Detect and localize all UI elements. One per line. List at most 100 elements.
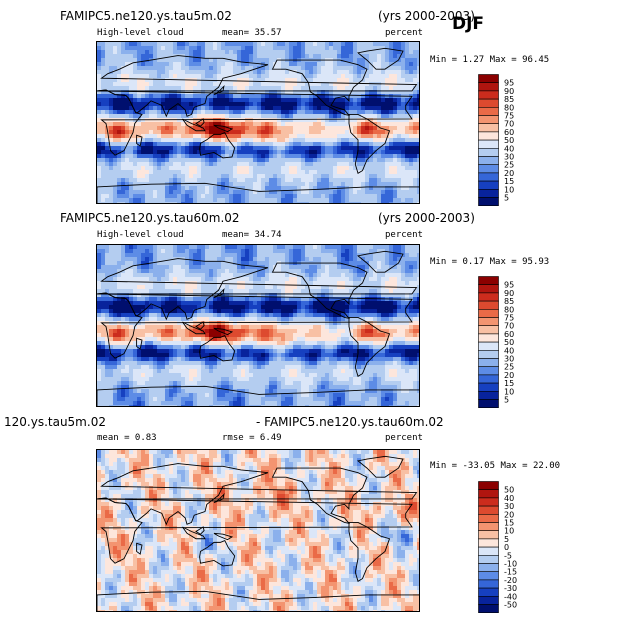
- colorbar-swatch: [478, 197, 499, 206]
- colorbar-swatch: [478, 333, 499, 343]
- coastline: [213, 287, 225, 298]
- coastline: [136, 134, 143, 147]
- coastline: [213, 124, 234, 133]
- colorbar-tick-label: 10: [504, 185, 514, 194]
- coastline: [271, 467, 368, 525]
- colorbar-swatch: [478, 563, 499, 572]
- colorbar-tick-label: 0: [504, 543, 509, 552]
- colorbar-swatch: [478, 505, 499, 515]
- colorbar-swatch: [478, 481, 499, 490]
- map-svg: [97, 450, 419, 611]
- colorbar-tick-label: 30: [504, 355, 514, 364]
- coastline: [182, 118, 206, 132]
- panel2-minmax: Min = 0.17 Max = 95.93: [430, 257, 550, 267]
- colorbar-tick-label: -30: [504, 584, 517, 593]
- colorbar-swatch: [478, 90, 499, 100]
- colorbar-swatch: [478, 530, 499, 540]
- colorbar-tick-label: 40: [504, 494, 514, 503]
- colorbar-tick-label: 75: [504, 112, 514, 121]
- colorbar-tick-label: 25: [504, 161, 514, 170]
- colorbar-swatch: [478, 131, 499, 141]
- colorbar-tick-label: 95: [504, 79, 514, 88]
- colorbar-tick-label: 40: [504, 144, 514, 153]
- coastline: [97, 89, 413, 156]
- coastline: [199, 539, 236, 567]
- panel2-title: FAMIPC5.ne120.ys.tau60m.02: [60, 211, 240, 225]
- colorbar-swatch: [478, 366, 499, 376]
- colorbar-tick-label: -10: [504, 560, 517, 569]
- colorbar-tick-label: 80: [504, 305, 514, 314]
- map-svg: [97, 245, 419, 406]
- colorbar-swatch: [478, 123, 499, 133]
- colorbar-tick-label: 90: [504, 87, 514, 96]
- colorbar-tick-label: 25: [504, 363, 514, 372]
- panel3-rmse: rmse = 6.49: [222, 433, 282, 443]
- coastline: [271, 59, 368, 117]
- coastline: [195, 321, 205, 330]
- panel3-units: percent: [385, 433, 423, 443]
- panel1-mean: mean= 35.57: [222, 28, 282, 38]
- colorbar-tick-label: 85: [504, 95, 514, 104]
- colorbar-tick-label: -5: [504, 551, 512, 560]
- panel3-colorbar: 50 40 30 20 15 10 5 0 -5 -10 -15 -20 -30 -40 -50: [478, 481, 548, 620]
- coastline: [195, 526, 205, 535]
- coastline: [213, 84, 225, 95]
- colorbar-tick-label: 75: [504, 314, 514, 323]
- colorbar-tick-label: 50: [504, 486, 514, 495]
- colorbar-swatch: [478, 148, 499, 157]
- colorbar-swatch: [478, 292, 499, 302]
- colorbar-swatch: [478, 106, 499, 116]
- colorbar-swatch: [478, 399, 499, 408]
- panel2-years: (yrs 2000-2003): [378, 211, 475, 225]
- colorbar-swatch: [478, 300, 499, 310]
- colorbar-swatch: [478, 115, 499, 124]
- colorbar-swatch: [478, 579, 499, 589]
- coastline: [97, 182, 419, 203]
- panel1-minmax: Min = 1.27 Max = 96.45: [430, 55, 550, 65]
- coastline: [97, 385, 419, 406]
- coastline: [136, 337, 143, 350]
- panel2-units: percent: [385, 230, 423, 240]
- colorbar-tick-label: 20: [504, 371, 514, 380]
- panel3-map: [96, 449, 420, 612]
- colorbar-tick-label: 20: [504, 169, 514, 178]
- panel2-colorbar: 95 90 85 80 75 70 60 50 40 30 25 20 15 10 5: [478, 276, 548, 415]
- colorbar-swatch: [478, 596, 499, 605]
- colorbar-swatch: [478, 350, 499, 359]
- panel2-variable: High-level cloud: [97, 230, 184, 240]
- colorbar-tick-label: 85: [504, 297, 514, 306]
- colorbar-tick-label: -50: [504, 601, 517, 610]
- colorbar-swatch: [478, 180, 499, 190]
- coastline: [199, 334, 236, 362]
- colorbar-swatch: [478, 98, 499, 108]
- coastline: [136, 542, 143, 555]
- colorbar-tick-label: 50: [504, 338, 514, 347]
- colorbar-tick-label: 5: [504, 396, 509, 405]
- colorbar-swatch: [478, 391, 499, 400]
- colorbar-tick-label: 80: [504, 103, 514, 112]
- colorbar-tick-label: 50: [504, 136, 514, 145]
- coastline: [97, 292, 413, 359]
- colorbar-swatch: [478, 276, 499, 285]
- coastline: [97, 497, 413, 564]
- colorbar-swatch: [478, 382, 499, 392]
- colorbar-swatch: [478, 555, 499, 564]
- coastline: [348, 316, 391, 377]
- colorbar-swatch: [478, 604, 499, 613]
- colorbar-tick-label: 90: [504, 289, 514, 298]
- colorbar-tick-label: 70: [504, 120, 514, 129]
- panel3-title-left: 120.ys.tau5m.02: [4, 415, 106, 429]
- colorbar-tick-label: 15: [504, 379, 514, 388]
- panel1-years: (yrs 2000-2003): [378, 9, 475, 23]
- colorbar-tick-label: 30: [504, 153, 514, 162]
- panel2-mean: mean= 34.74: [222, 230, 282, 240]
- colorbar-swatch: [478, 587, 499, 597]
- coastline: [213, 532, 234, 541]
- colorbar-tick-label: 15: [504, 519, 514, 528]
- map-svg: [97, 42, 419, 203]
- coastline: [182, 526, 206, 540]
- panel1-colorbar: 95 90 85 80 75 70 60 50 40 30 25 20 15 10 5: [478, 74, 548, 213]
- colorbar-swatch: [478, 82, 499, 92]
- colorbar-tick-label: 15: [504, 177, 514, 186]
